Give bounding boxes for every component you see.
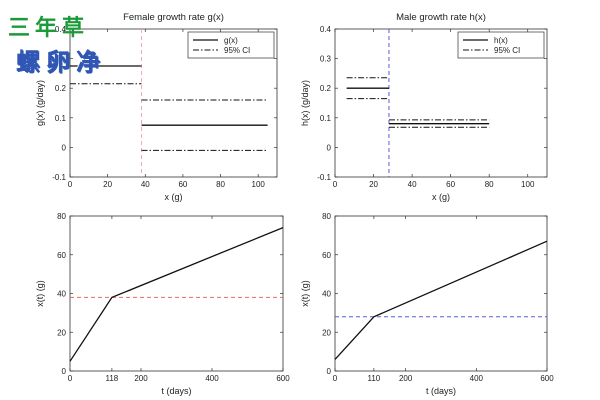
plot-area xyxy=(334,215,548,372)
x-tick-label: 200 xyxy=(134,374,148,383)
x-axis-label: x (g) xyxy=(165,192,183,202)
x-tick-label: 20 xyxy=(369,180,378,189)
x-tick-label: 80 xyxy=(216,180,225,189)
legend: g(x)95% CI xyxy=(187,31,275,59)
plot-area xyxy=(69,215,284,372)
legend-label: g(x) xyxy=(224,36,238,45)
x-tick-label: 600 xyxy=(540,374,554,383)
y-tick-label: 0.2 xyxy=(320,84,332,93)
x-tick-label: 400 xyxy=(205,374,219,383)
series-line xyxy=(334,240,548,360)
panel-female-size-over-time: 0 118 200 400 600 0 20 40 60 80 t (days) x(t) (g) xyxy=(35,212,290,396)
y-tick-label: 0 xyxy=(62,143,67,152)
x-tick-label: 20 xyxy=(103,180,112,189)
x-tick-label: 40 xyxy=(141,180,150,189)
legend-label: h(x) xyxy=(494,36,508,45)
y-tick-label: 0 xyxy=(327,367,332,376)
y-tick-label: 0 xyxy=(327,143,332,152)
legend-label: 95% CI xyxy=(224,46,250,55)
y-axis-label: g(x) (g/day) xyxy=(35,80,45,126)
watermark-line2: 螺卵净 xyxy=(15,47,106,77)
x-axis-label: x (g) xyxy=(432,192,450,202)
y-tick-label: 80 xyxy=(57,212,66,221)
x-tick-label: 0 xyxy=(68,180,73,189)
y-tick-label: 0.4 xyxy=(55,25,67,34)
y-tick-label: 0.1 xyxy=(55,114,67,123)
x-tick-label: 118 xyxy=(106,374,119,383)
y-tick-label: 40 xyxy=(57,290,66,299)
x-tick-label: 0 xyxy=(68,374,73,383)
series-line xyxy=(69,226,284,362)
x-tick-label: 40 xyxy=(408,180,417,189)
y-tick-label: -0.1 xyxy=(52,173,66,182)
watermark-logo: 三年草 螺卵净 xyxy=(2,6,154,92)
y-tick-label: 40 xyxy=(322,290,331,299)
x-axis-label: t (days) xyxy=(426,386,456,396)
legend: h(x)95% CI xyxy=(457,31,545,59)
x-tick-label: 100 xyxy=(521,180,535,189)
x-tick-label: 400 xyxy=(470,374,484,383)
y-tick-label: 0.2 xyxy=(55,84,67,93)
legend-label: 95% CI xyxy=(494,46,520,55)
y-tick-label: 60 xyxy=(322,251,331,260)
y-tick-label: 0.4 xyxy=(320,25,332,34)
y-axis-label: x(t) (g) xyxy=(35,280,45,307)
y-tick-label: 0 xyxy=(62,367,67,376)
legend-box xyxy=(457,31,545,59)
x-tick-label: 110 xyxy=(367,374,380,383)
x-tick-label: 200 xyxy=(399,374,413,383)
x-tick-label: 60 xyxy=(446,180,455,189)
x-tick-label: 60 xyxy=(178,180,187,189)
y-tick-label: 0.3 xyxy=(320,55,332,64)
x-tick-label: 0 xyxy=(333,180,338,189)
x-axis-label: t (days) xyxy=(161,386,191,396)
watermark-line1: 三年草 xyxy=(8,16,90,41)
panel-male-size-over-time: 0 110 200 400 600 0 20 40 60 80 t (days) x(t) (g) xyxy=(300,212,554,396)
y-tick-label: 20 xyxy=(57,328,66,337)
y-tick-label: 0.1 xyxy=(320,114,332,123)
x-tick-label: 80 xyxy=(485,180,494,189)
y-tick-label: 60 xyxy=(57,251,66,260)
y-tick-label: 0.3 xyxy=(55,55,67,64)
x-tick-label: 600 xyxy=(276,374,290,383)
y-tick-label: -0.1 xyxy=(317,173,331,182)
chart-title: Female growth rate g(x) xyxy=(123,12,224,23)
y-axis-label: h(x) (g/day) xyxy=(300,80,310,126)
chart-title: Male growth rate h(x) xyxy=(396,12,486,23)
x-tick-label: 100 xyxy=(252,180,266,189)
legend-box xyxy=(187,31,275,59)
y-tick-label: 20 xyxy=(322,328,331,337)
x-tick-label: 0 xyxy=(333,374,338,383)
y-tick-label: 80 xyxy=(322,212,331,221)
y-axis-label: x(t) (g) xyxy=(300,280,310,307)
